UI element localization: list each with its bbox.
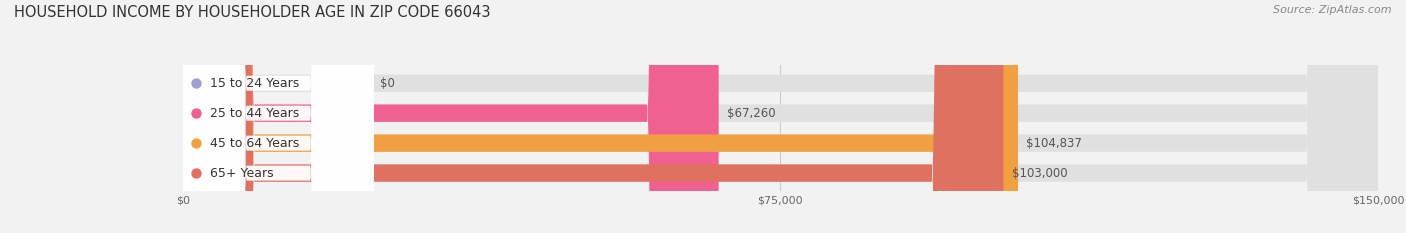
FancyBboxPatch shape	[183, 0, 374, 233]
FancyBboxPatch shape	[183, 0, 1378, 233]
Text: $67,260: $67,260	[727, 107, 776, 120]
FancyBboxPatch shape	[183, 0, 718, 233]
Text: 45 to 64 Years: 45 to 64 Years	[211, 137, 299, 150]
Text: 65+ Years: 65+ Years	[211, 167, 274, 180]
Text: 15 to 24 Years: 15 to 24 Years	[211, 77, 299, 90]
FancyBboxPatch shape	[183, 0, 1378, 233]
FancyBboxPatch shape	[183, 0, 1018, 233]
FancyBboxPatch shape	[183, 0, 374, 233]
FancyBboxPatch shape	[183, 0, 1378, 233]
Text: $103,000: $103,000	[1012, 167, 1067, 180]
Text: $104,837: $104,837	[1026, 137, 1083, 150]
Text: HOUSEHOLD INCOME BY HOUSEHOLDER AGE IN ZIP CODE 66043: HOUSEHOLD INCOME BY HOUSEHOLDER AGE IN Z…	[14, 5, 491, 20]
FancyBboxPatch shape	[183, 0, 1004, 233]
Text: $0: $0	[380, 77, 395, 90]
Text: 25 to 44 Years: 25 to 44 Years	[211, 107, 299, 120]
FancyBboxPatch shape	[183, 0, 374, 233]
FancyBboxPatch shape	[183, 0, 374, 233]
Text: Source: ZipAtlas.com: Source: ZipAtlas.com	[1274, 5, 1392, 15]
FancyBboxPatch shape	[183, 0, 1378, 233]
